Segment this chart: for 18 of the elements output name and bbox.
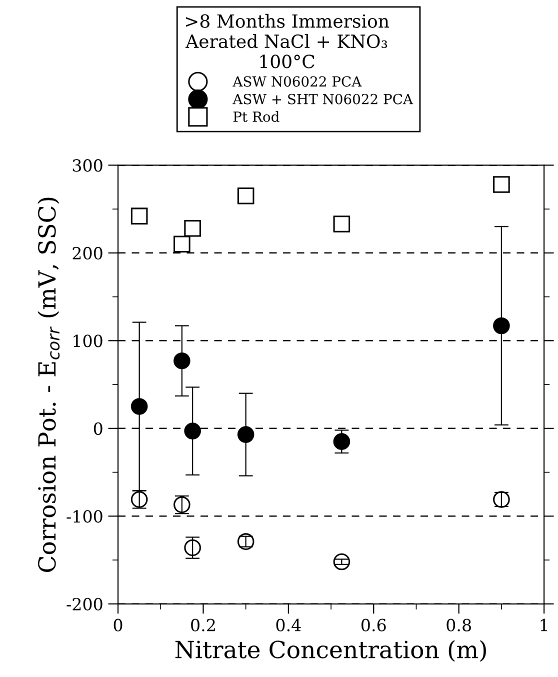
y-tick-label: 100 (74, 334, 102, 348)
y-tick-label: -200 (66, 598, 102, 610)
x-tick-label: 0 (114, 618, 122, 632)
x-tick-label: 1 (540, 618, 547, 632)
x-tick-label: 0.8 (446, 618, 471, 632)
y-tick-label: 0 (94, 422, 102, 435)
x-tick-label: 0.6 (361, 618, 386, 632)
y-tick-label: 300 (72, 159, 102, 172)
legend-label: Pt Rod (233, 111, 280, 122)
x-tick-label: 0.4 (276, 618, 301, 632)
legend-label: ASW + SHT N06022 PCA (232, 94, 414, 104)
x-tick-label: 0.2 (191, 618, 215, 632)
y-axis-title: Corrosion Pot. - E$_{corr}$ (mV, SSC) (38, 198, 60, 572)
legend-label: ASW N06022 PCA (232, 76, 362, 87)
y-tick-label: -100 (66, 510, 102, 523)
legend-title: >8 Months Immersion Aerated NaCl + KNO₃ 100°C (185, 14, 390, 68)
x-axis-title: Nitrate Concentration (m) (175, 640, 486, 662)
y-tick-label: 200 (72, 246, 102, 260)
